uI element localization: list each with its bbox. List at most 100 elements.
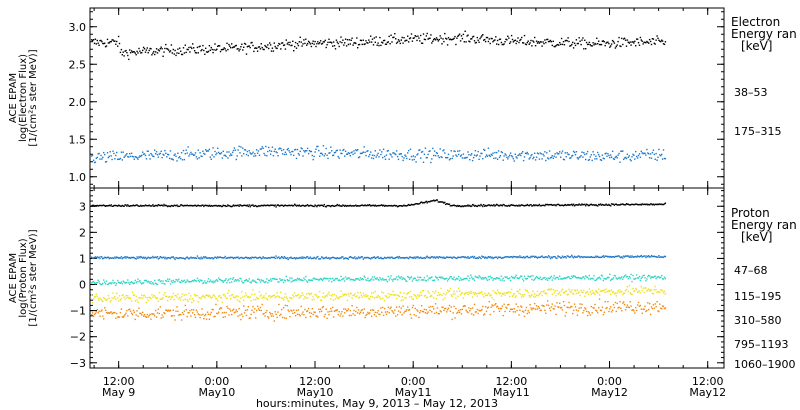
data-point [256,47,258,49]
data-point [527,256,529,259]
data-point [467,275,469,277]
data-point [629,277,631,279]
data-point [491,154,493,156]
data-point [173,204,175,206]
data-point [495,204,497,206]
data-point [473,154,476,156]
data-point [638,305,641,307]
data-point [646,290,648,292]
data-point [529,256,531,259]
data-point [611,150,614,152]
data-point [298,297,300,299]
data-point [569,307,571,309]
data-point [224,316,226,318]
data-point [252,204,254,206]
data-point [207,313,210,315]
y-tick-label: 1.5 [69,133,87,146]
data-point [302,204,304,207]
data-point [423,153,426,155]
data-point [398,153,401,155]
data-point [590,305,592,308]
data-point [243,257,246,259]
data-point [234,149,237,151]
data-point [236,155,238,157]
x-tick-date: May 9 [102,386,135,399]
data-point [198,314,200,316]
data-point [545,203,547,206]
data-point [521,306,523,308]
data-point [334,205,337,207]
data-point [209,279,211,281]
data-point [104,153,106,156]
data-point [505,306,507,308]
data-point [326,317,328,319]
data-point [107,42,110,44]
data-point [598,256,600,259]
data-point [421,289,424,292]
data-point [494,256,496,259]
data-point [185,281,187,283]
data-point [340,275,342,278]
data-point [287,41,289,44]
data-point [278,148,280,150]
legend-entry: 38–53 [734,86,768,99]
data-point [261,204,263,207]
data-point [580,204,582,206]
data-point [339,41,341,43]
data-point [330,307,332,310]
data-point [575,256,578,258]
data-point [166,280,168,282]
data-point [319,42,321,44]
data-point [255,204,257,207]
data-point [193,154,196,156]
data-point [550,156,553,159]
data-point [205,313,207,316]
data-point [336,257,338,259]
data-point [376,154,378,156]
data-point [482,277,484,279]
data-point [360,256,363,258]
data-point [621,310,623,312]
data-point [94,205,97,207]
data-point [332,205,335,207]
data-point [174,319,176,321]
data-point [539,205,541,207]
data-point [533,156,535,158]
data-point [482,34,484,36]
data-point [462,278,465,281]
data-point [242,205,244,207]
data-point [527,275,529,277]
data-point [511,156,514,158]
data-point [337,42,339,45]
data-point [560,204,562,207]
data-point [660,307,662,309]
data-point [354,152,356,154]
series-47–68 [91,199,667,208]
data-point [341,311,343,313]
data-point [479,155,481,157]
data-point [142,49,144,52]
data-point [154,279,156,282]
data-point [239,277,241,280]
data-point [420,294,423,296]
y-axis-label: [1/(cm²s ster MeV)] [28,229,39,326]
data-point [544,276,546,279]
data-point [95,282,97,284]
data-point [374,41,376,43]
data-point [522,42,524,44]
data-point [238,145,240,148]
data-point [157,49,160,51]
data-point [635,45,637,47]
data-point [183,310,186,312]
data-point [649,203,652,205]
data-point [560,156,562,158]
data-point [424,257,427,260]
data-point [497,277,500,280]
data-point [144,315,147,318]
data-point [374,257,376,259]
data-point [254,205,256,207]
data-point [635,203,637,205]
data-point [462,256,465,258]
data-point [486,307,489,309]
data-point [572,256,574,258]
